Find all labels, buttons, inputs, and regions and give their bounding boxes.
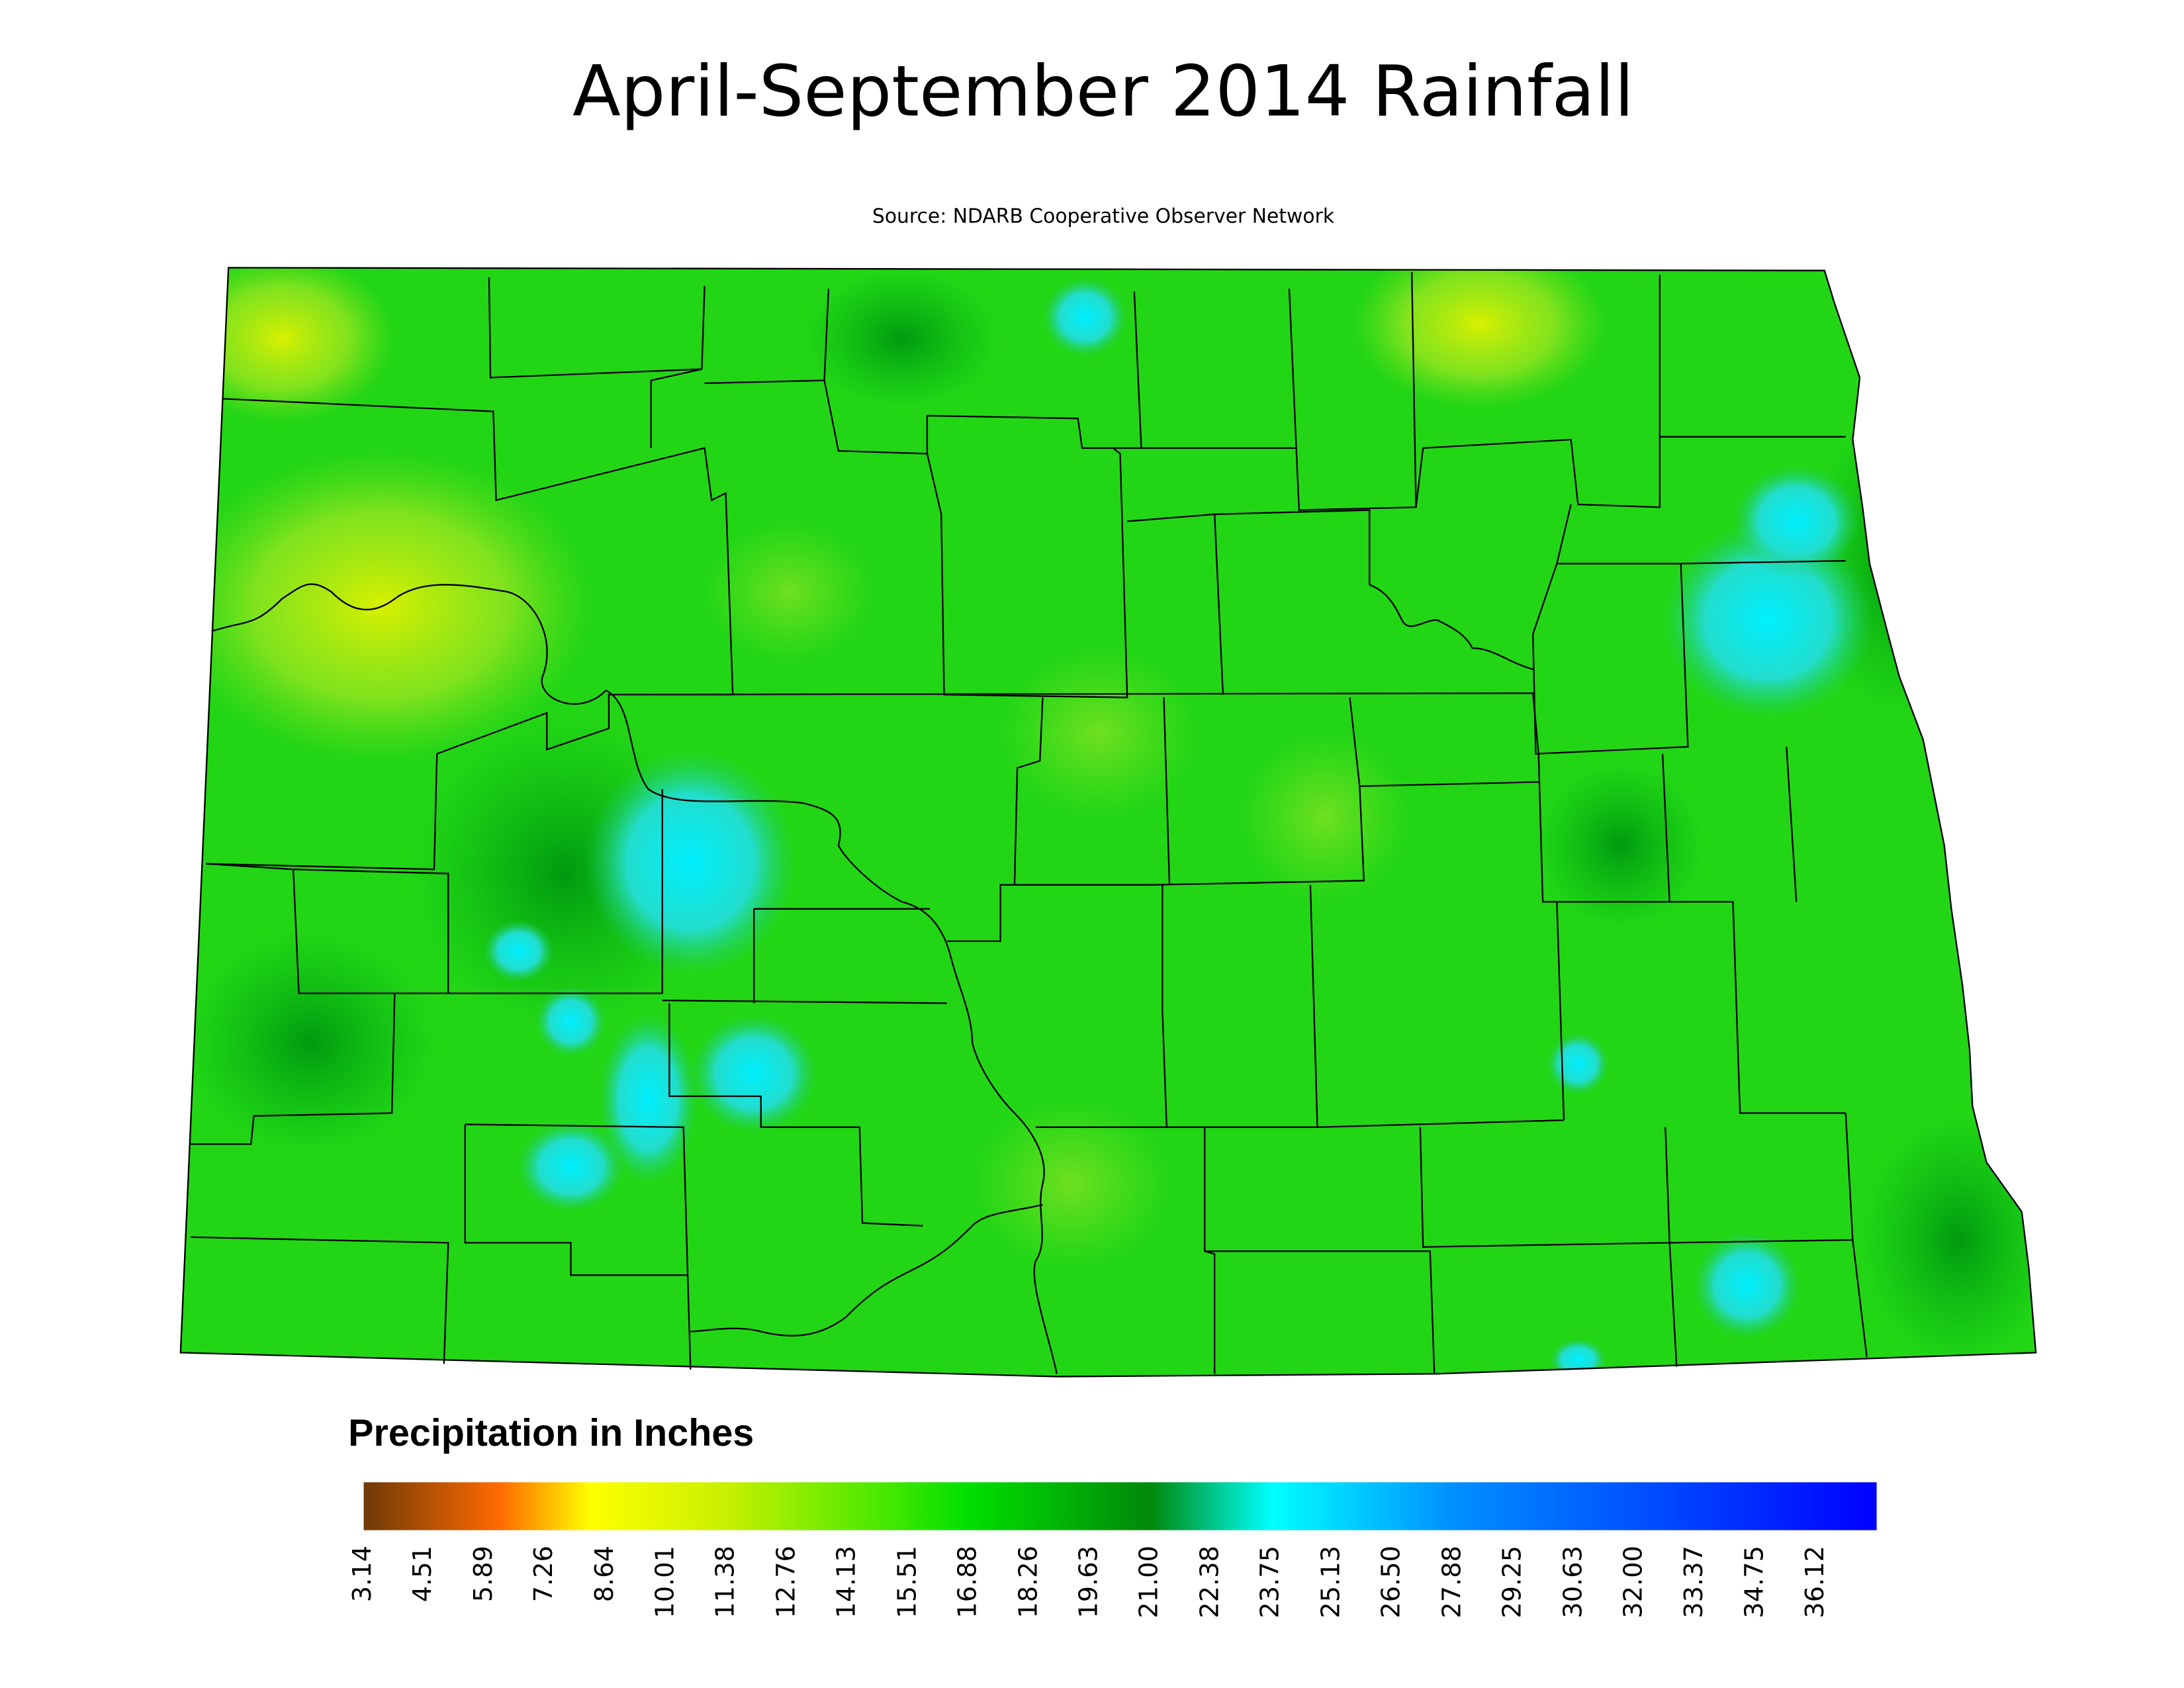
- tick-label: 8.64: [590, 1546, 619, 1602]
- tick-label: 32.00: [1619, 1546, 1649, 1618]
- tick-label: 30.63: [1559, 1546, 1588, 1618]
- colorbar-ticks: 3.14 4.51 5.89 7.26 8.64 10.01 11.38 12.76 14.13…: [347, 1546, 1830, 1618]
- tick-label: 33.37: [1679, 1546, 1709, 1618]
- colorbar: [363, 1482, 1877, 1530]
- tick-label: 10.01: [650, 1546, 680, 1618]
- tick-label: 11.38: [710, 1546, 740, 1618]
- tick-label: 21.00: [1134, 1546, 1164, 1618]
- tick-label: 12.76: [771, 1546, 801, 1618]
- title: April-September 2014 Rainfall: [572, 51, 1634, 133]
- tick-label: 18.26: [1013, 1546, 1043, 1618]
- legend-title: Precipitation in Inches: [348, 1412, 754, 1454]
- county-lines: [179, 267, 2037, 1378]
- tick-label: 16.88: [952, 1546, 982, 1618]
- tick-label: 29.25: [1498, 1546, 1527, 1618]
- tick-label: 19.63: [1073, 1546, 1103, 1618]
- tick-label: 14.13: [831, 1546, 861, 1618]
- tick-label: 5.89: [469, 1546, 498, 1602]
- tick-label: 34.75: [1740, 1546, 1770, 1618]
- tick-label: 36.12: [1800, 1546, 1830, 1618]
- tick-label: 26.50: [1377, 1546, 1406, 1618]
- precipitation-surface: [180, 267, 2036, 1377]
- tick-label: 25.13: [1316, 1546, 1346, 1618]
- tick-label: 4.51: [408, 1546, 437, 1602]
- tick-label: 22.38: [1195, 1546, 1225, 1618]
- tick-label: 7.26: [529, 1546, 559, 1602]
- tick-label: 23.75: [1255, 1546, 1285, 1618]
- tick-label: 27.88: [1437, 1546, 1467, 1618]
- tick-label: 3.14: [347, 1546, 377, 1602]
- subtitle: Source: NDARB Cooperative Observer Netwo…: [872, 205, 1335, 228]
- tick-label: 15.51: [892, 1546, 922, 1618]
